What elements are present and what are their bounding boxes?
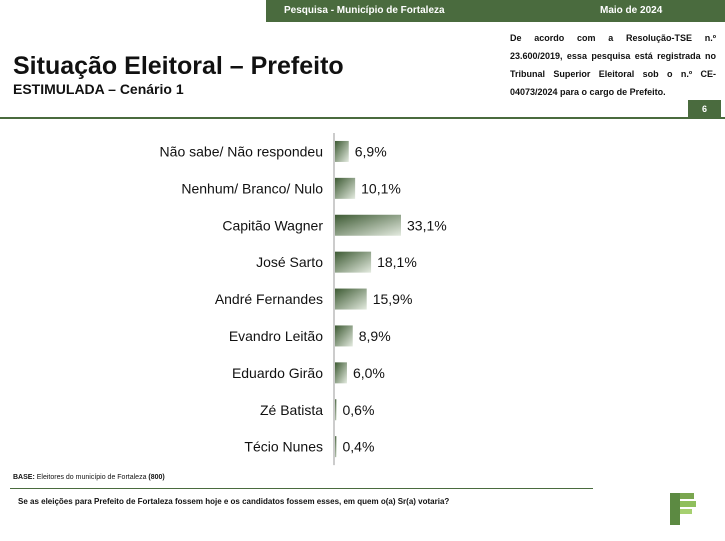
category-label: Eduardo Girão — [232, 365, 323, 381]
page-title: Situação Eleitoral – Prefeito — [13, 52, 344, 80]
bar — [335, 399, 337, 421]
category-label: Zé Batista — [260, 402, 323, 418]
page-subtitle: ESTIMULADA – Cenário 1 — [13, 81, 184, 97]
category-label: Não sabe/ Não respondeu — [160, 143, 323, 159]
bar — [335, 177, 356, 199]
date-label: Maio de 2024 — [600, 5, 663, 16]
bar — [335, 325, 353, 347]
survey-question: Se as eleições para Prefeito de Fortalez… — [18, 497, 450, 506]
header-bar: Pesquisa - Município de Fortaleza Maio d… — [266, 0, 725, 22]
value-label: 0,6% — [343, 402, 375, 418]
bar — [335, 362, 347, 384]
base-count: (800) — [148, 474, 165, 481]
category-label: Evandro Leitão — [229, 328, 323, 344]
base-label: BASE: — [13, 474, 35, 481]
value-label: 33,1% — [407, 217, 447, 233]
bar-chart: Não sabe/ Não respondeu 6,9% Nenhum/ Branc… — [160, 133, 447, 466]
value-label: 0,4% — [343, 439, 375, 455]
header-divider — [0, 117, 725, 119]
base-text: Eleitores do município de Fortaleza — [36, 474, 147, 481]
category-label: Técio Nunes — [244, 439, 323, 455]
category-label: André Fernandes — [215, 291, 323, 307]
bar — [335, 251, 372, 273]
base-note: BASE: Eleitores do município de Fortalez… — [13, 474, 165, 481]
bar — [335, 288, 367, 310]
page-number-badge: 6 — [688, 100, 721, 118]
value-label: 8,9% — [359, 328, 391, 344]
brand-logo-icon — [670, 493, 696, 525]
registration-note: De acordo com a Resolução-TSE n.º 23.600… — [510, 33, 716, 97]
value-label: 15,9% — [373, 291, 413, 307]
category-label: Capitão Wagner — [222, 217, 323, 233]
bar — [335, 214, 401, 236]
category-label: José Sarto — [256, 254, 323, 270]
category-label: Nenhum/ Branco/ Nulo — [181, 180, 323, 196]
bar — [335, 436, 337, 458]
value-label: 18,1% — [377, 254, 417, 270]
value-label: 6,0% — [353, 365, 385, 381]
value-label: 10,1% — [361, 180, 401, 196]
survey-label: Pesquisa - Município de Fortaleza — [284, 5, 445, 16]
value-label: 6,9% — [355, 143, 387, 159]
bar — [335, 140, 349, 162]
footer-divider — [10, 488, 593, 489]
